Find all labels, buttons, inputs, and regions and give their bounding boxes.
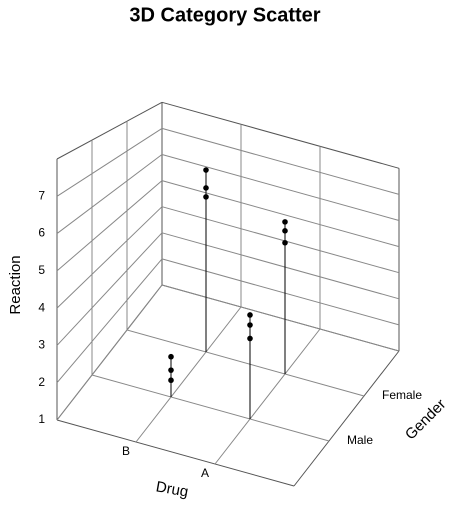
point — [247, 335, 253, 342]
point — [168, 377, 174, 384]
grid-line — [161, 206, 400, 274]
grid-line — [161, 232, 400, 300]
grid-line — [126, 329, 365, 397]
z-axis-title: Reaction — [7, 255, 24, 314]
grid-line — [161, 180, 400, 248]
z-tick-label: 7 — [38, 188, 45, 202]
point — [282, 228, 288, 234]
z-tick-label: 1 — [38, 412, 45, 426]
point — [247, 312, 253, 318]
chart-title: 3D Category Scatter — [129, 4, 320, 26]
grid-line — [91, 374, 330, 442]
z-tick-label: 5 — [38, 263, 45, 277]
point — [168, 367, 174, 373]
point — [168, 353, 174, 360]
grid-line — [56, 180, 163, 272]
grid-line — [56, 206, 163, 309]
z-tick-label: 6 — [38, 226, 45, 240]
grid-line — [161, 258, 400, 326]
grid-line — [56, 232, 163, 346]
z-tick-label: 3 — [38, 338, 45, 352]
grid-line — [161, 284, 400, 352]
grid-line — [56, 154, 163, 234]
box-edge — [161, 101, 400, 169]
y-axis-title: Gender — [402, 396, 449, 443]
y-tick-label: Female — [382, 388, 422, 402]
grid-line — [161, 127, 400, 195]
z-tick-label: 2 — [38, 375, 45, 389]
grid-line — [214, 328, 321, 465]
point — [203, 185, 209, 191]
point — [247, 322, 253, 328]
point — [203, 167, 209, 173]
x-tick-label: B — [122, 444, 130, 458]
box-edge — [293, 350, 400, 487]
z-tick-label: 4 — [38, 300, 45, 314]
box-edge — [56, 419, 295, 487]
x-axis-title: Drug — [155, 478, 190, 500]
point — [203, 194, 209, 200]
point — [282, 239, 288, 246]
box-edge — [56, 101, 163, 160]
x-tick-label: A — [201, 466, 209, 480]
grid-line — [56, 284, 163, 421]
grid-line — [135, 306, 242, 443]
grid-line — [56, 258, 163, 384]
grid-line — [56, 127, 163, 197]
y-tick-label: Male — [347, 433, 373, 447]
point — [282, 219, 288, 225]
grid-line — [161, 154, 400, 221]
